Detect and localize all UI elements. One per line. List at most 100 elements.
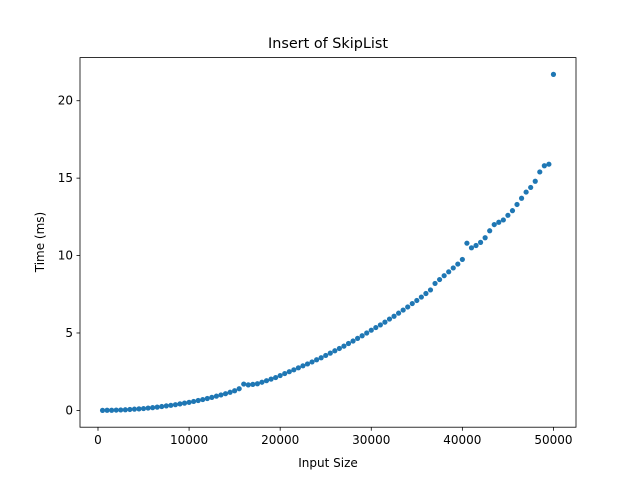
point [140, 405, 147, 412]
point [528, 184, 534, 191]
point [405, 304, 411, 310]
point [286, 369, 292, 375]
x-tick-label: 10000 [170, 433, 208, 447]
point [523, 189, 529, 195]
point [364, 330, 370, 336]
point [213, 393, 220, 399]
point [118, 407, 124, 413]
point [546, 161, 552, 167]
point [186, 399, 192, 405]
point [268, 376, 274, 382]
point [336, 345, 342, 352]
point [232, 388, 238, 394]
point [159, 403, 165, 410]
point [350, 338, 356, 344]
point [154, 404, 160, 410]
point [113, 407, 119, 413]
point [355, 335, 361, 341]
point [131, 406, 138, 412]
point [541, 163, 547, 169]
point [418, 294, 424, 300]
plot-frame [79, 57, 577, 428]
point [145, 405, 151, 411]
point [368, 327, 374, 333]
point [436, 276, 443, 283]
point [291, 367, 297, 373]
point [400, 307, 406, 313]
x-axis-label: Input Size [298, 456, 358, 470]
point [163, 403, 169, 409]
point [273, 374, 279, 381]
point [181, 400, 188, 406]
point [245, 382, 251, 388]
x-tick-label: 40000 [443, 433, 481, 447]
point [459, 256, 465, 263]
point [259, 379, 265, 385]
point [109, 407, 115, 413]
point [309, 359, 315, 365]
y-tick-label: 5 [65, 326, 73, 340]
point [209, 394, 215, 400]
point [200, 396, 206, 403]
x-tick-label: 30000 [352, 433, 390, 447]
point [241, 381, 247, 387]
point [327, 350, 333, 356]
point [304, 361, 311, 367]
point [345, 340, 352, 347]
point [177, 401, 183, 407]
point [282, 370, 288, 377]
point [496, 219, 502, 225]
point [409, 300, 415, 307]
point [359, 333, 365, 339]
point [104, 407, 110, 413]
point [250, 381, 256, 387]
point [382, 319, 388, 325]
y-tick-label: 20 [58, 94, 73, 108]
point [218, 392, 224, 398]
point [455, 261, 461, 267]
point [191, 398, 197, 405]
point [482, 235, 488, 241]
chart-title: Insert of SkipList [268, 36, 388, 52]
point [500, 217, 506, 223]
point [550, 71, 557, 77]
point [395, 310, 402, 316]
point [377, 322, 383, 328]
point [487, 228, 493, 234]
point [473, 242, 479, 249]
point [423, 290, 429, 297]
point [514, 201, 520, 208]
point [468, 245, 475, 251]
point [414, 297, 420, 304]
point [532, 178, 538, 184]
point [150, 405, 156, 411]
point [509, 208, 516, 214]
y-axis-label: Time (ms) [33, 212, 47, 274]
point [450, 265, 456, 271]
point [136, 406, 142, 412]
point [518, 195, 525, 201]
y-tick-label: 0 [65, 403, 73, 417]
point [254, 381, 261, 387]
point [277, 372, 283, 379]
point [391, 313, 397, 319]
point [505, 212, 511, 218]
point [127, 406, 133, 413]
point [427, 287, 434, 293]
point [373, 324, 379, 331]
point [477, 239, 484, 245]
x-tick-label: 50000 [534, 433, 572, 447]
point [222, 391, 229, 397]
point [464, 240, 470, 246]
point [122, 407, 128, 413]
point [491, 221, 497, 228]
point [386, 316, 393, 322]
point [172, 402, 179, 408]
point [227, 389, 233, 395]
point [195, 397, 201, 404]
y-tick-label: 15 [58, 171, 73, 185]
point [432, 280, 438, 287]
point [314, 357, 320, 363]
point [204, 395, 210, 402]
